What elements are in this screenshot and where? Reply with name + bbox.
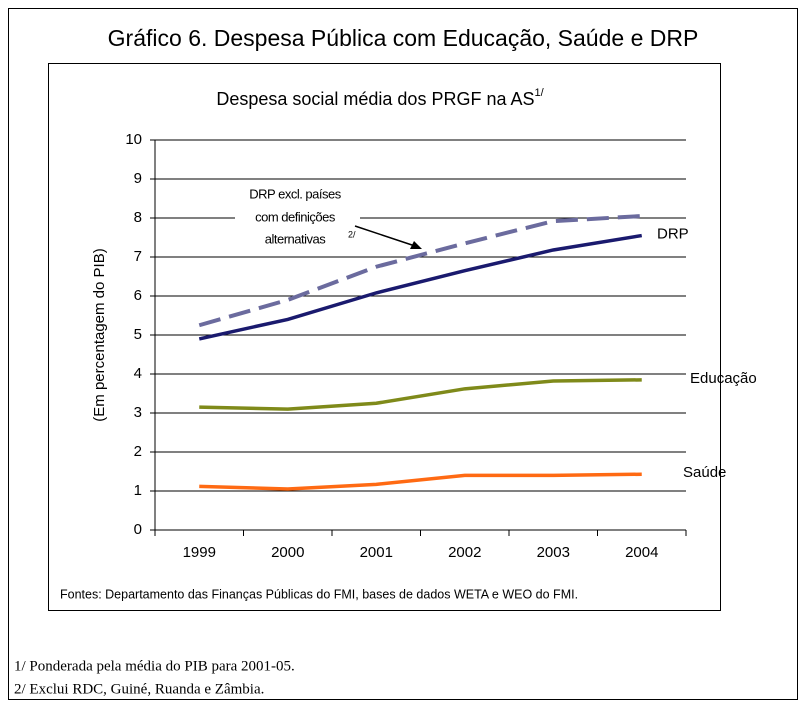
annotation-text: alternativas: [265, 231, 326, 246]
subtitle-note: 1/: [534, 87, 544, 99]
y-tick-label: 5: [134, 326, 142, 343]
x-tick-label: 1999: [183, 544, 216, 561]
annotation-text: com definições: [255, 209, 336, 224]
y-tick-label: 4: [134, 365, 142, 382]
subtitle-text: Despesa social média dos PRGF na AS: [216, 89, 534, 109]
y-tick-label: 1: [134, 482, 142, 499]
outer-frame: [8, 8, 798, 700]
footnote: 2/ Exclui RDC, Guiné, Ruanda e Zâmbia.: [14, 681, 264, 697]
annotation-bg: [235, 182, 360, 254]
y-tick-label: 2: [134, 443, 142, 460]
y-tick-label: 10: [125, 131, 142, 148]
series-label: Educação: [690, 370, 757, 387]
y-tick-label: 6: [134, 287, 142, 304]
x-tick-label: 2001: [360, 544, 393, 561]
inner-frame: [48, 63, 721, 611]
y-tick-label: 9: [134, 170, 142, 187]
annotation-arrow: [354, 225, 416, 247]
annotation-note: 2/: [348, 229, 356, 239]
series-line: [199, 378, 642, 411]
y-axis-label: (Em percentagem do PIB): [91, 248, 108, 421]
x-tick-label: 2004: [625, 544, 658, 561]
y-tick-label: 7: [134, 248, 142, 265]
series-line: [198, 233, 643, 341]
y-tick-label: 3: [134, 404, 142, 421]
x-tick-label: 2002: [448, 544, 481, 561]
source: Fontes: Departamento das Finanças Públic…: [60, 587, 578, 601]
y-tick-label: 8: [134, 209, 142, 226]
chart-title: Gráfico 6. Despesa Pública com Educação,…: [108, 25, 699, 51]
series-line: [199, 472, 642, 491]
footnote: 1/ Ponderada pela média do PIB para 2001…: [14, 658, 295, 674]
series-label: DRP: [657, 226, 689, 243]
arrow-head: [410, 241, 422, 249]
x-tick-label: 2003: [537, 544, 570, 561]
series-line: [198, 214, 642, 328]
series-label: Saúde: [683, 464, 726, 481]
y-tick-label: 0: [134, 521, 142, 538]
x-tick-label: 2000: [271, 544, 304, 561]
chart-subtitle: Despesa social média dos PRGF na AS1/: [216, 87, 544, 109]
annotation-text: DRP excl. países: [249, 186, 341, 201]
